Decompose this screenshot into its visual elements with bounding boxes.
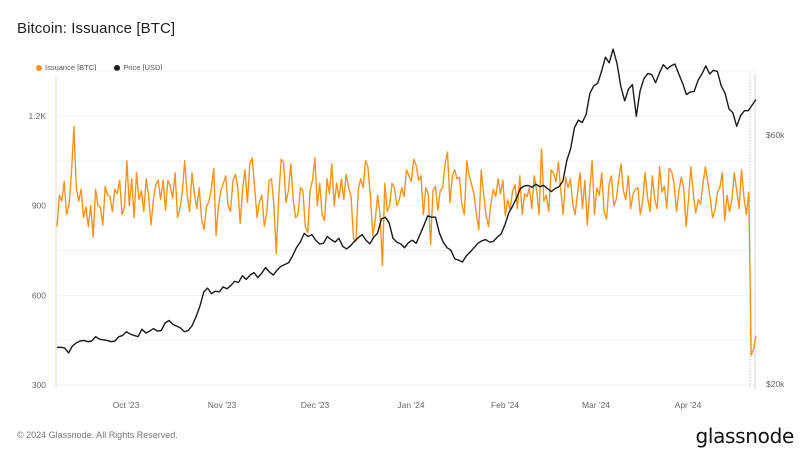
x-axis-ticks: Oct '23 Nov '23 Dec '23 Jan '24 Feb '24 Mar '…: [113, 400, 702, 410]
legend-dot-issuance-icon: [36, 64, 42, 71]
y-axis-left-ticks: 300 600 900 1.2K: [29, 111, 47, 390]
legend-label-issuance: Issuance [BTC]: [45, 63, 97, 72]
legend-item-price[interactable]: Price [USD]: [114, 63, 162, 72]
y-axis-right-ticks: $20k $60k: [766, 130, 785, 389]
legend-label-price: Price [USD]: [123, 63, 163, 72]
gridlines: [56, 70, 755, 386]
y-left-tick-label: 300: [32, 380, 46, 390]
x-tick-label: Apr '24: [675, 400, 702, 410]
glassnode-logo[interactable]: glassnode: [695, 424, 794, 448]
y-left-tick-label: 1.2K: [29, 111, 47, 121]
x-tick-label: Oct '23: [113, 400, 140, 410]
x-tick-label: Mar '24: [582, 400, 610, 410]
chart-title: Bitcoin: Issuance [BTC]: [17, 20, 176, 37]
x-tick-label: Dec '23: [301, 400, 330, 410]
y-left-tick-label: 900: [32, 201, 46, 211]
copyright-text: © 2024 Glassnode. All Rights Reserved.: [17, 430, 178, 440]
price-series-line: [57, 48, 757, 354]
y-left-tick-label: 600: [32, 290, 46, 300]
issuance-series-line: [56, 125, 757, 356]
x-tick-label: Feb '24: [491, 400, 519, 410]
x-tick-label: Jan '24: [397, 400, 424, 410]
y-right-tick-label: $60k: [766, 130, 785, 140]
chart-legend: Issuance [BTC] Price [USD]: [36, 63, 162, 72]
y-right-tick-label: $20k: [766, 379, 785, 389]
x-tick-label: Nov '23: [208, 400, 237, 410]
legend-dot-price-icon: [114, 64, 121, 71]
legend-item-issuance[interactable]: Issuance [BTC]: [36, 63, 96, 72]
